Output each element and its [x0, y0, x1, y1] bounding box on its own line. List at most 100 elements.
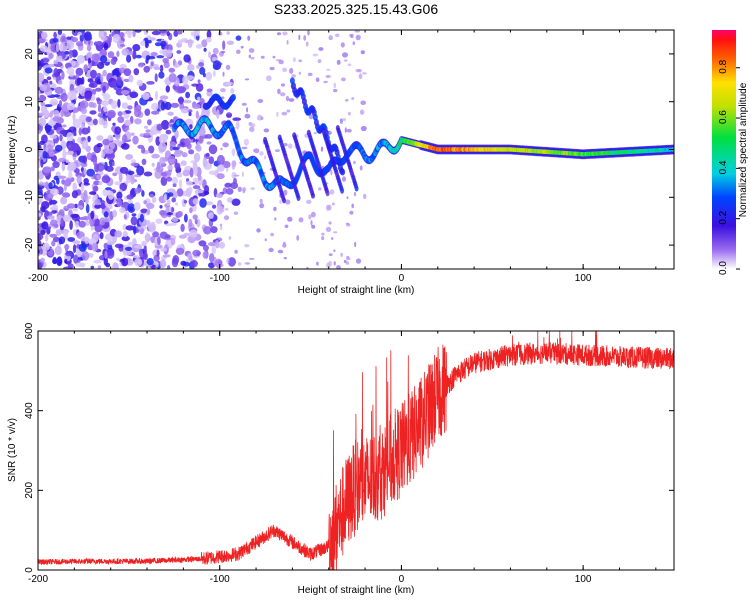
spectrogram-cell — [150, 61, 154, 66]
spectrogram-cell — [185, 91, 191, 99]
spectrogram-cell — [203, 226, 212, 235]
colorbar: 0.0 0.2 0.4 0.6 0.8 Normalized spectral ampl… — [712, 30, 749, 275]
spectrogram-cell — [75, 86, 83, 92]
spectrogram-cell — [351, 203, 355, 209]
spectrogram-cell — [171, 146, 180, 151]
spectrogram-cell — [195, 110, 199, 119]
spectrogram-cell — [90, 210, 95, 220]
spectrogram-cell — [180, 107, 189, 114]
spectrogram-cell — [206, 30, 212, 39]
spectrogram-cell — [331, 237, 334, 240]
spectrogram-cell — [95, 41, 103, 45]
spectrogram-cell — [40, 101, 45, 106]
spectrogram-cell — [66, 36, 72, 40]
spectrogram-cell — [159, 259, 167, 269]
spectrogram-cell — [188, 186, 193, 194]
spectrogram-cell — [347, 63, 352, 67]
spectrogram-cell — [137, 226, 143, 230]
spectrogram-cell — [146, 202, 155, 210]
spectrogram-cell — [189, 124, 193, 130]
spectrogram-cell — [125, 173, 131, 184]
spectrogram-cell — [272, 55, 276, 59]
spectrogram-cell — [58, 80, 63, 85]
spectrogram-cell — [143, 125, 149, 129]
spectrogram-cell — [44, 104, 53, 108]
spectrogram-cell — [205, 37, 212, 43]
spectrogram-xtick-label: -100 — [210, 273, 230, 284]
spectrogram-cell — [75, 41, 84, 47]
spectrogram-cell — [69, 220, 73, 231]
spectrogram-cell — [180, 160, 187, 166]
spectrogram-cell — [175, 247, 185, 255]
spectrogram-cell — [52, 116, 61, 122]
spectrogram-cell — [38, 212, 42, 217]
spectrogram-cell — [79, 100, 89, 109]
spectrogram-cell — [124, 110, 132, 114]
spectrogram-xtick-label: 0 — [399, 273, 405, 284]
spectrogram-cell — [38, 117, 47, 127]
spectrogram-cell — [158, 142, 167, 153]
colorbar-label: Normalized spectral amplitude — [738, 82, 749, 217]
spectrogram-cell — [119, 207, 126, 214]
spectrogram-cell — [71, 190, 78, 199]
spectrogram-cell — [182, 99, 192, 104]
spectrogram-cell — [183, 138, 191, 148]
spectrogram-cell — [197, 96, 201, 101]
spectrogram-cell — [346, 255, 350, 259]
spectrogram-cell — [51, 210, 57, 214]
spectrogram-cell — [60, 217, 64, 227]
spectrogram-cell — [78, 127, 83, 136]
spectrogram-cell — [86, 45, 92, 52]
spectrogram-cell — [249, 126, 255, 133]
spectrogram-cell — [83, 178, 89, 184]
spectrogram-cell — [306, 199, 312, 204]
spectrogram-cell — [170, 102, 180, 108]
spectrogram-cell — [67, 141, 76, 152]
spectrogram-branch-cell — [325, 190, 330, 197]
spectrogram-cell — [141, 190, 145, 197]
spectrogram-cell — [126, 194, 134, 200]
spectrogram-cell — [146, 208, 151, 215]
spectrogram-cell — [136, 79, 143, 87]
spectrogram-ylabel: Frequency (Hz) — [7, 116, 18, 185]
spectrogram-cell — [132, 30, 136, 38]
spectrogram-cell — [125, 225, 135, 231]
spectrogram-cell — [123, 214, 127, 220]
spectrogram-cell — [287, 143, 293, 149]
spectrogram-cell — [231, 160, 237, 168]
snr-ytick-label: 0 — [24, 567, 35, 573]
spectrogram-cell — [42, 58, 50, 63]
spectrogram-cell — [60, 35, 67, 44]
spectrogram-cell — [67, 90, 77, 101]
spectrogram-cell — [179, 142, 185, 147]
spectrogram-cell — [154, 42, 162, 47]
spectrogram-branch-cell — [340, 187, 345, 194]
spectrogram-cell — [204, 134, 213, 139]
spectrogram-cell — [67, 237, 76, 242]
spectrogram-cell — [192, 198, 199, 205]
spectrogram-xlabel: Height of straight line (km) — [298, 285, 415, 296]
spectrogram-cell — [357, 68, 362, 73]
spectrogram-cell — [159, 156, 166, 165]
spectrogram-cell — [192, 185, 201, 190]
spectrogram-cell — [202, 73, 207, 78]
spectrogram-cell — [244, 78, 250, 81]
spectrogram-cell — [283, 257, 287, 260]
spectrogram-cell — [59, 225, 64, 231]
spectrogram-cell — [48, 182, 53, 190]
spectrogram-cell — [187, 64, 195, 71]
spectrogram-cell — [223, 215, 230, 221]
spectrogram-cell — [257, 99, 264, 103]
spectrogram-cell — [151, 162, 155, 167]
spectrogram-cell — [53, 31, 57, 39]
spectrogram-cell — [125, 154, 134, 160]
spectrogram-cell — [39, 45, 48, 52]
spectrogram-cell — [127, 32, 132, 39]
spectrogram-cell — [220, 88, 226, 93]
spectrogram-cell — [74, 220, 80, 228]
spectrogram-cell — [39, 140, 46, 145]
spectrogram-cell — [193, 30, 200, 37]
spectrogram-cell — [161, 43, 165, 50]
spectrogram-cell — [320, 146, 324, 152]
spectrogram-cell — [167, 169, 172, 176]
